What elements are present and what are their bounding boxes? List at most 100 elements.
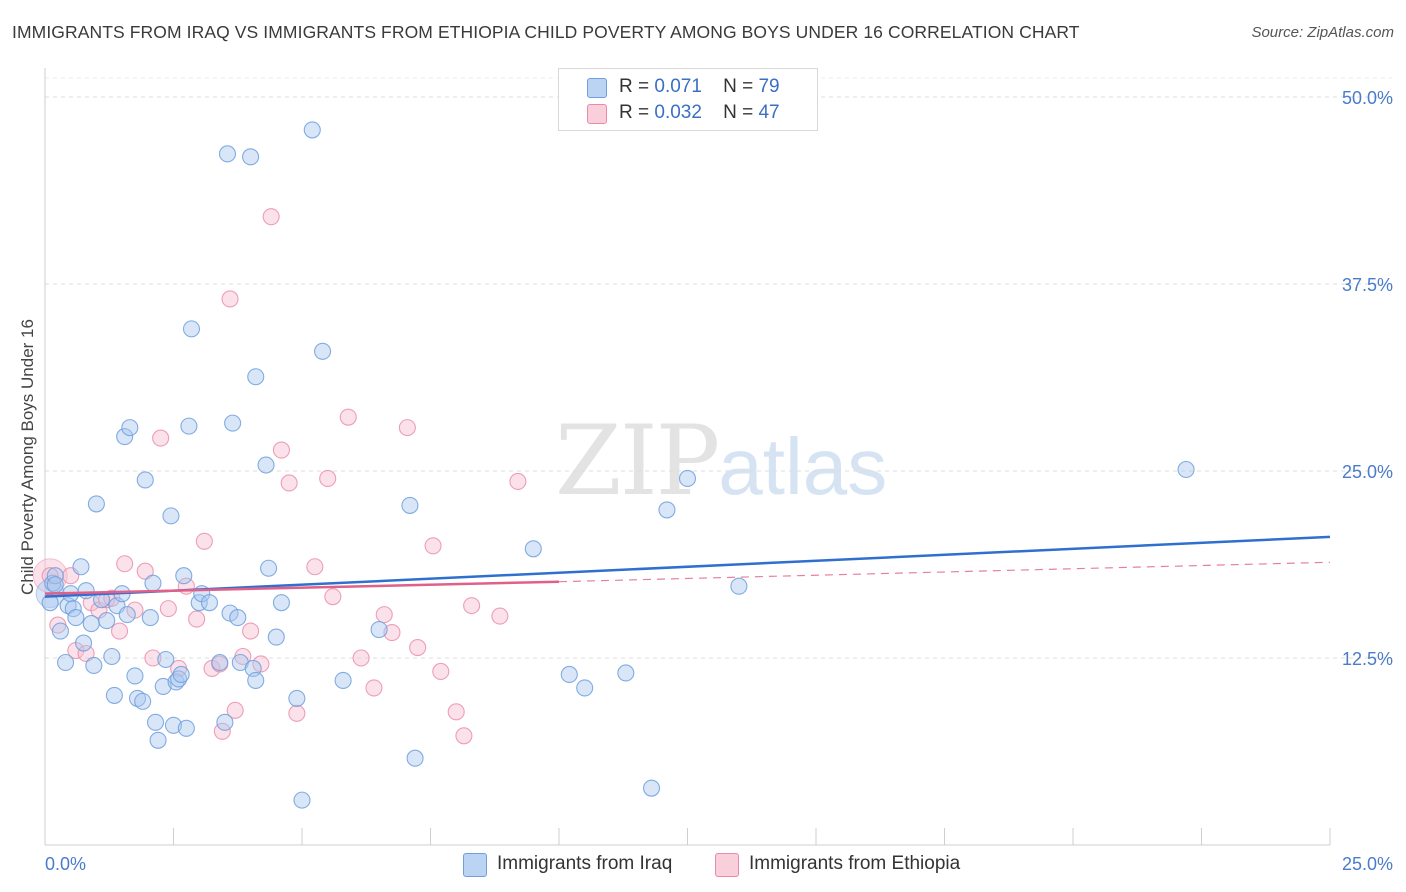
iraq-point [334, 671, 352, 689]
iraq-point [180, 417, 198, 435]
legend-r-iraq: 0.071 [654, 76, 702, 97]
iraq-point [678, 469, 697, 488]
trend-lines [44, 535, 1331, 598]
iraq-point [77, 582, 95, 600]
iraq-point [141, 609, 159, 627]
iraq-point [46, 567, 64, 585]
iraq-point [658, 501, 676, 519]
ethiopia-point [226, 701, 244, 719]
y-axis-label: Child Poverty Among Boys Under 16 [18, 319, 37, 595]
iraq-point [157, 650, 175, 669]
iraq-point [172, 665, 190, 684]
iraq-point [75, 634, 93, 652]
legend-r-label: R = [619, 76, 650, 97]
ethiopia-point [110, 622, 129, 640]
iraq-point [57, 653, 75, 672]
iraq-point [82, 615, 100, 633]
iraq-point [144, 574, 162, 592]
ethiopia-point [188, 610, 206, 628]
ethiopia-point [242, 622, 260, 640]
legend-swatch-ethiopia [587, 104, 607, 124]
iraq-point [46, 576, 64, 594]
iraq-point [98, 612, 116, 630]
ethiopia-point [272, 441, 290, 459]
iraq-point [247, 368, 265, 386]
iraq-points [35, 121, 1195, 809]
iraq-point [730, 577, 748, 595]
iraq-point [401, 496, 419, 514]
ethiopia-point [319, 469, 337, 488]
iraq-point [146, 713, 165, 731]
iraq-point [247, 671, 265, 689]
iraq-point [177, 719, 195, 737]
iraq-point [314, 342, 332, 360]
iraq-point [136, 471, 154, 489]
iraq-point [126, 667, 144, 685]
ethiopia-points [32, 208, 527, 745]
ethiopia-point [432, 662, 450, 681]
iraq-point [200, 594, 219, 612]
iraq-point [72, 558, 90, 576]
iraq-point [164, 716, 183, 734]
x-tick-label: 0.0% [45, 854, 86, 874]
iraq-point [406, 749, 424, 767]
ethiopia-point [365, 679, 383, 697]
ethiopia-point [116, 555, 134, 573]
legend-n-iraq: 79 [758, 76, 780, 97]
iraq-point [51, 622, 69, 640]
iraq-point [242, 148, 260, 166]
iraq-point [121, 419, 139, 437]
ethiopia-point [280, 474, 298, 492]
iraq-point [67, 609, 85, 627]
watermark: ZIPatlas [555, 405, 887, 517]
ethiopia-point [352, 649, 370, 667]
ethiopia-point [288, 704, 306, 722]
y-tick-label: 12.5% [1342, 649, 1393, 669]
legend-swatch-iraq [587, 78, 607, 98]
ethiopia-point [491, 607, 509, 625]
iraq-point [370, 621, 388, 639]
ethiopia-point [383, 624, 401, 642]
iraq-point [642, 779, 661, 797]
iraq-point [260, 559, 278, 577]
ethiopia-point [324, 588, 342, 606]
iraq-point [118, 606, 136, 624]
iraq-point [87, 495, 105, 513]
ethiopia-point [339, 408, 357, 426]
bottom-legend-label-ethiopia: Immigrants from Ethiopia [749, 853, 961, 874]
ethiopia-point [509, 472, 527, 491]
legend-n-ethiopia: 47 [758, 102, 780, 123]
iraq-point [272, 594, 290, 612]
legend-text-ethiopia: R = 0.032 N = 47 [619, 102, 780, 124]
iraq-point [576, 679, 594, 697]
bottom-legend-swatch-iraq [463, 853, 487, 877]
source-label: Source: ZipAtlas.com [1251, 24, 1394, 41]
iraq-point [216, 713, 234, 731]
iraq-point [229, 609, 247, 627]
ethiopia-trend-line [44, 580, 560, 595]
ethiopia-point [447, 703, 465, 721]
iraq-point [560, 665, 578, 684]
iraq-point [85, 656, 103, 675]
iraq-point [182, 320, 201, 338]
legend-r-ethiopia: 0.032 [654, 102, 702, 123]
watermark-atlas: atlas [718, 422, 888, 511]
iraq-point [154, 677, 172, 695]
bottom-legend-swatch-ethiopia [715, 853, 739, 877]
iraq-point [103, 647, 121, 666]
ethiopia-point [409, 638, 427, 657]
legend-r-label: R = [619, 102, 650, 123]
legend-n-label: N = [723, 76, 754, 97]
ethiopia-point [398, 419, 416, 437]
iraq-point [170, 670, 188, 688]
y-tick-label: 50.0% [1342, 88, 1393, 108]
iraq-point [105, 686, 123, 704]
iraq-trend-line [44, 535, 1331, 598]
ethiopia-point [136, 562, 154, 580]
ethiopia-point [455, 727, 473, 745]
ethiopia-point [463, 597, 481, 615]
iraq-point [224, 414, 242, 432]
iraq-point [116, 428, 134, 446]
y-tick-label: 25.0% [1342, 462, 1393, 482]
